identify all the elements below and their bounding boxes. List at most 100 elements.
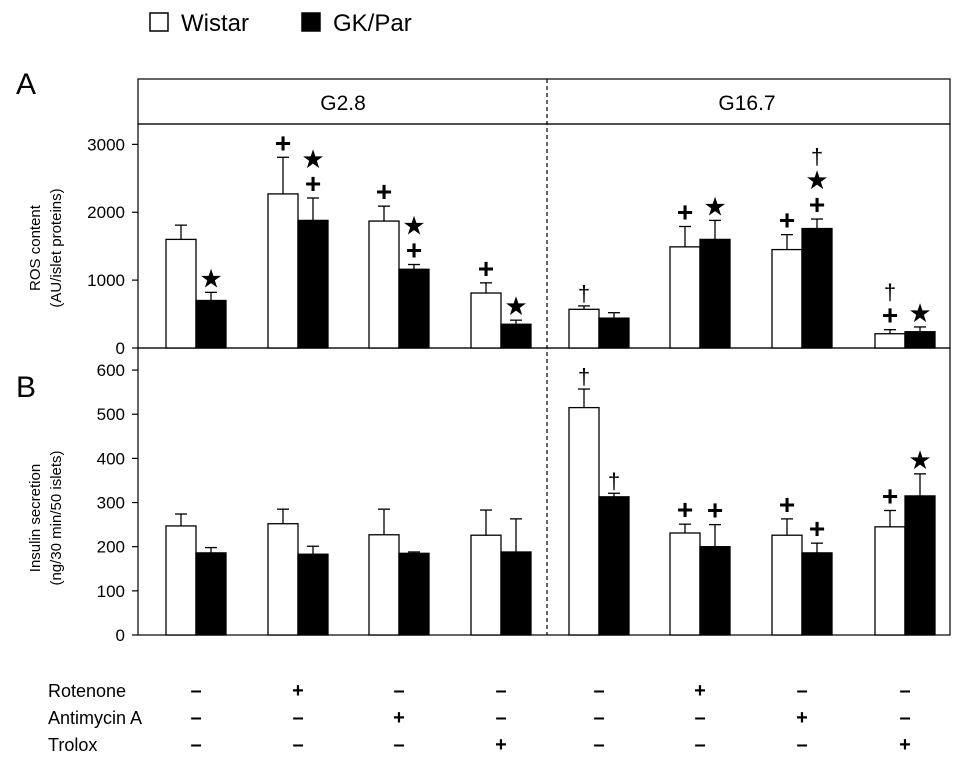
significance-plus: +	[809, 513, 825, 544]
treatment-mark: –	[495, 680, 506, 702]
plot-frame-b	[137, 347, 951, 636]
significance-star: ★	[301, 144, 324, 174]
panel-b-marks: 0 100 200 300 400 500 600 † + + + † + + ★	[97, 361, 936, 645]
bar-gkpar	[195, 552, 227, 636]
bar-gkpar	[801, 227, 833, 349]
significance-dagger: †	[578, 364, 590, 389]
y-tick-label-a: 3000	[87, 135, 125, 154]
treatment-mark: –	[593, 734, 604, 756]
treatment-mark: –	[796, 734, 807, 756]
significance-star: ★	[703, 191, 726, 221]
treatment-mark: –	[694, 734, 705, 756]
treatment-mark: –	[899, 707, 910, 729]
bar-wistar	[368, 220, 400, 349]
treatment-label-trolox: Trolox	[48, 735, 97, 755]
legend-swatch-wistar	[149, 12, 169, 32]
ylabel-b-line1: Insulin secretion	[27, 464, 44, 572]
treatment-mark: –	[190, 734, 201, 756]
treatment-mark: –	[694, 707, 705, 729]
significance-star: ★	[504, 291, 527, 321]
significance-dagger: †	[608, 468, 620, 493]
bar-gkpar	[398, 268, 430, 349]
ylabel-a-line2: (AU/islet proteins)	[48, 188, 65, 307]
treatment-mark: –	[292, 734, 303, 756]
treatment-mark: +	[899, 734, 911, 756]
panel-letter-b: B	[16, 371, 36, 404]
treatment-label-antimycin-a: Antimycin A	[48, 708, 142, 728]
significance-plus: +	[707, 495, 723, 526]
bar-gkpar	[699, 238, 731, 349]
treatment-mark: –	[593, 707, 604, 729]
legend-label-gkpar: GK/Par	[333, 10, 412, 37]
significance-star: ★	[805, 165, 828, 195]
bar-gkpar	[297, 219, 329, 349]
legend-label-wistar: Wistar	[181, 10, 249, 37]
significance-plus: +	[882, 480, 898, 511]
bar-gkpar	[500, 323, 532, 349]
significance-dagger: †	[884, 280, 896, 305]
bar-wistar	[874, 526, 906, 636]
significance-plus: +	[677, 196, 693, 227]
bar-gkpar	[598, 317, 630, 349]
y-tick-label-b: 100	[97, 582, 125, 601]
treatment-mark: –	[796, 680, 807, 702]
significance-plus: +	[809, 189, 825, 220]
bar-wistar	[267, 193, 299, 349]
y-tick-label-a: 2000	[87, 203, 125, 222]
treatment-mark: –	[292, 707, 303, 729]
treatment-mark: –	[495, 707, 506, 729]
bar-wistar	[568, 308, 600, 349]
significance-plus: +	[779, 489, 795, 520]
treatment-mark: –	[899, 680, 910, 702]
treatment-mark: –	[393, 680, 404, 702]
bar-wistar	[470, 534, 502, 636]
significance-star: ★	[402, 211, 425, 241]
y-tick-label-b: 400	[97, 449, 125, 468]
y-tick-label-b: 200	[97, 538, 125, 557]
significance-dagger: †	[578, 281, 590, 306]
treatment-mark: –	[593, 680, 604, 702]
treatment-label-rotenone: Rotenone	[48, 681, 126, 701]
y-tick-label-b: 0	[116, 626, 125, 645]
condition-header-box	[137, 78, 951, 125]
bar-wistar	[771, 248, 803, 349]
panel-letter-a: A	[16, 68, 36, 101]
y-tick-label-b: 600	[97, 361, 125, 380]
treatment-mark: +	[292, 680, 304, 702]
treatment-mark: +	[796, 707, 808, 729]
significance-star: ★	[908, 445, 931, 475]
treatment-mark: +	[393, 707, 405, 729]
y-tick-label-a: 0	[116, 339, 125, 358]
significance-plus: +	[882, 300, 898, 331]
treatment-mark: +	[694, 680, 706, 702]
legend-swatch-gkpar	[301, 12, 321, 32]
y-tick-label-a: 1000	[87, 271, 125, 290]
bar-gkpar	[904, 331, 936, 349]
y-tick-label-b: 300	[97, 494, 125, 513]
significance-plus: +	[779, 205, 795, 236]
significance-plus: +	[376, 176, 392, 207]
significance-plus: +	[406, 235, 422, 266]
treatment-mark: +	[495, 734, 507, 756]
treatment-mark: –	[393, 734, 404, 756]
treatment-marks: – + – – – + – – – – + – – – + – – – – + – – – +	[190, 680, 910, 756]
bar-wistar	[165, 238, 197, 349]
bar-wistar	[568, 406, 600, 636]
ylabel-b-line2: (ng/30 min/50 islets)	[48, 450, 65, 585]
bar-gkpar	[195, 299, 227, 349]
bar-wistar	[368, 534, 400, 636]
condition-header-g2-8: G2.8	[320, 92, 366, 115]
significance-plus: +	[478, 253, 494, 284]
significance-plus: +	[677, 494, 693, 525]
bar-wistar	[267, 523, 299, 636]
bar-wistar	[771, 534, 803, 636]
bar-gkpar	[398, 552, 430, 636]
ylabel-a-line1: ROS content	[27, 204, 44, 291]
bar-wistar	[669, 246, 701, 349]
significance-star: ★	[199, 263, 222, 293]
treatment-mark: –	[190, 707, 201, 729]
significance-plus: +	[305, 168, 321, 199]
bar-gkpar	[699, 546, 731, 636]
